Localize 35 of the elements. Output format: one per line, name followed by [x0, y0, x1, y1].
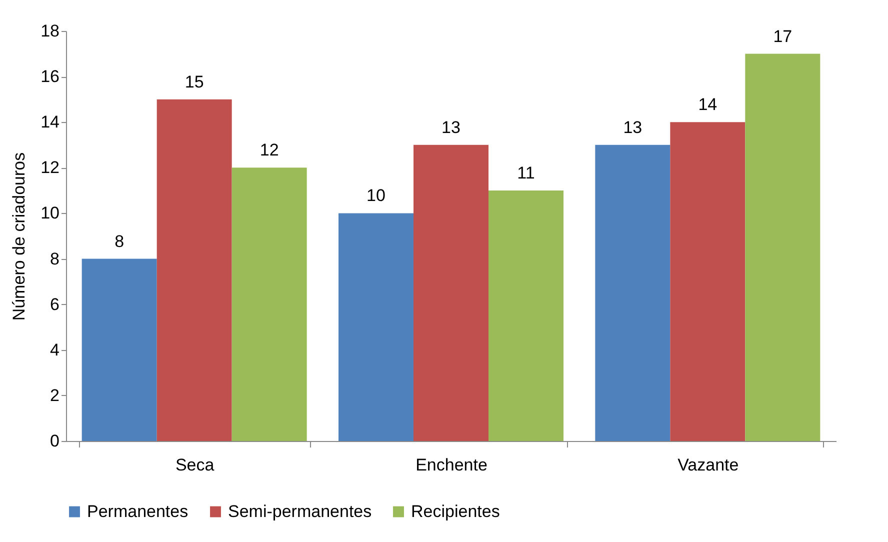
legend-label: Recipientes: [411, 502, 500, 521]
bar: [414, 144, 488, 441]
bar: [595, 144, 670, 441]
bar: [745, 54, 820, 441]
y-tick-label: 8: [50, 249, 60, 268]
y-tick-label: 18: [40, 22, 60, 40]
data-label: 13: [442, 118, 460, 137]
data-label: 10: [366, 186, 386, 206]
bar: [82, 258, 157, 441]
y-tick-label: 0: [50, 432, 60, 450]
bar: [232, 168, 307, 441]
x-tick-label: Seca: [175, 456, 215, 474]
data-label: 11: [517, 163, 535, 182]
legend-label: Semi-permanentes: [228, 502, 372, 521]
x-tick-label: Enchente: [416, 456, 488, 474]
data-label: 17: [773, 26, 792, 46]
data-label: 15: [184, 72, 204, 92]
bar: [488, 190, 564, 441]
y-tick-label: 2: [50, 386, 60, 405]
y-tick-label: 4: [50, 340, 60, 360]
data-label: 14: [698, 95, 718, 114]
y-tick-label: 6: [50, 294, 60, 314]
bar: [338, 213, 414, 441]
y-axis-title: Número de criadouros: [10, 152, 29, 321]
y-tick-label: 12: [40, 158, 60, 178]
data-label: 8: [114, 232, 124, 251]
y-tick-label: 16: [40, 67, 60, 86]
bar: [670, 122, 746, 441]
x-tick-label: Vazante: [678, 456, 739, 474]
data-label: 13: [623, 118, 642, 137]
bar: [156, 99, 232, 441]
y-tick-label: 10: [40, 204, 60, 223]
data-label: 12: [260, 140, 279, 160]
y-tick-label: 14: [40, 112, 60, 132]
legend-label: Permanentes: [87, 502, 188, 521]
